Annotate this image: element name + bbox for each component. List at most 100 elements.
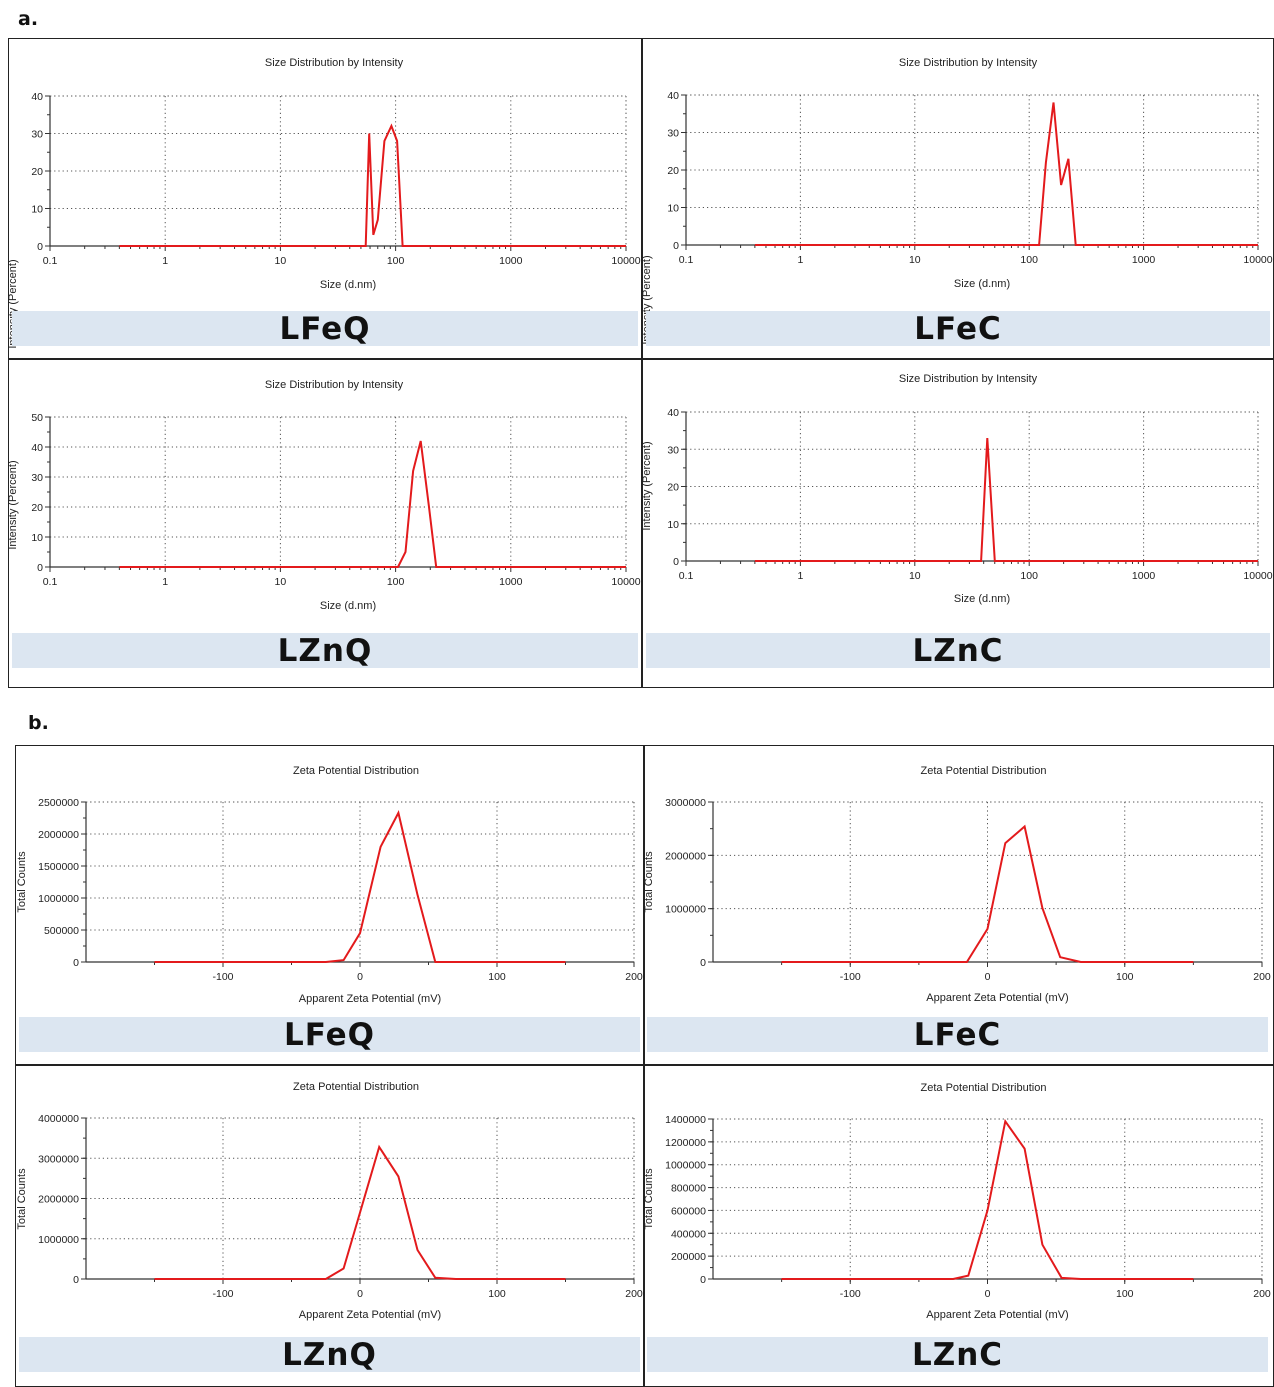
x-tick-label: 1 [162, 255, 168, 267]
x-tick-label: 0.1 [679, 570, 694, 582]
section-a-horizontal-divider [8, 358, 1274, 360]
y-tick-label: 2000000 [38, 1194, 79, 1206]
x-tick-label: 100 [387, 255, 405, 267]
x-tick-label: 10000 [1243, 254, 1272, 266]
section-a-label: a. [18, 8, 39, 30]
y-tick-label: 0 [673, 556, 679, 568]
x-axis-label: Size (d.nm) [954, 278, 1010, 290]
series-line [754, 102, 1258, 246]
x-tick-label: 200 [1253, 1288, 1271, 1300]
x-tick-label: 10000 [1243, 570, 1272, 582]
band-lznq-size: LZnQ [12, 633, 638, 669]
series-line [154, 1144, 566, 1280]
y-tick-label: 10 [31, 204, 43, 216]
section-a-vertical-divider [641, 38, 643, 688]
x-tick-label: 100 [1116, 1288, 1134, 1300]
chart-title: Size Distribution by Intensity [899, 373, 1038, 385]
x-tick-label: -100 [212, 971, 233, 983]
x-tick-label: 1 [797, 570, 803, 582]
band-label: LZnQ [282, 1337, 377, 1373]
x-tick-label: 200 [1253, 971, 1271, 983]
band-label: LZnQ [277, 633, 373, 669]
x-tick-label: 1000 [1132, 254, 1156, 266]
x-tick-label: 200 [625, 1288, 643, 1300]
x-tick-label: 1000 [1132, 570, 1156, 582]
y-tick-label: 0 [73, 1274, 79, 1286]
y-tick-label: 30 [31, 129, 43, 141]
section-b-vertical-divider [643, 745, 645, 1387]
section-b-horizontal-divider [15, 1064, 1274, 1066]
x-axis-label: Apparent Zeta Potential (mV) [299, 993, 441, 1005]
y-tick-label: 30 [31, 472, 43, 484]
chart-title: Size Distribution by Intensity [265, 379, 404, 391]
y-tick-label: 10 [31, 532, 43, 544]
y-tick-label: 3000000 [38, 1153, 79, 1165]
band-lznq-zeta: LZnQ [19, 1337, 640, 1373]
y-tick-label: 500000 [44, 925, 79, 937]
x-tick-label: -100 [840, 971, 861, 983]
x-axis-label: Apparent Zeta Potential (mV) [299, 1309, 441, 1321]
x-tick-label: 0 [985, 1288, 991, 1300]
y-tick-label: 40 [667, 90, 679, 102]
x-tick-label: 0.1 [43, 576, 58, 588]
x-tick-label: 100 [1020, 570, 1038, 582]
band-label: LFeC [914, 311, 1002, 347]
x-tick-label: 1 [162, 576, 168, 588]
x-tick-label: 0.1 [679, 254, 694, 266]
y-tick-label: 20 [667, 482, 679, 494]
x-tick-label: 10 [275, 255, 287, 267]
x-tick-label: -100 [840, 1288, 861, 1300]
band-lfec-size: LFeC [646, 311, 1270, 347]
x-axis-label: Apparent Zeta Potential (mV) [926, 992, 1068, 1004]
y-tick-label: 1000000 [38, 1234, 79, 1246]
y-tick-label: 0 [700, 957, 706, 969]
series-line [119, 440, 626, 568]
chart-title: Zeta Potential Distribution [293, 1081, 419, 1093]
y-tick-label: 0 [700, 1274, 706, 1286]
band-label: LFeQ [283, 1017, 376, 1053]
y-tick-label: 800000 [671, 1183, 706, 1195]
x-tick-label: 1000 [499, 576, 523, 588]
y-tick-label: 3000000 [665, 797, 706, 809]
y-axis-label: Total Counts [643, 851, 655, 913]
y-tick-label: 4000000 [38, 1113, 79, 1125]
x-tick-label: 1000 [499, 255, 523, 267]
x-axis-label: Size (d.nm) [320, 600, 376, 612]
y-tick-label: 1000000 [38, 893, 79, 905]
y-tick-label: 40 [31, 91, 43, 103]
y-tick-label: 1000000 [665, 904, 706, 916]
y-tick-label: 10 [667, 203, 679, 215]
chart-title: Size Distribution by Intensity [899, 57, 1038, 69]
x-tick-label: 1 [797, 254, 803, 266]
band-label: LZnC [912, 633, 1004, 669]
x-tick-label: 100 [387, 576, 405, 588]
band-label: LFeC [913, 1017, 1002, 1053]
y-axis-label: Total Counts [16, 1168, 28, 1230]
band-lfec-zeta: LFeC [647, 1017, 1268, 1053]
x-tick-label: -100 [212, 1288, 233, 1300]
y-tick-label: 10 [667, 519, 679, 531]
chart-title: Size Distribution by Intensity [265, 57, 404, 69]
chart-title: Zeta Potential Distribution [921, 1082, 1047, 1094]
x-axis-label: Size (d.nm) [954, 593, 1010, 605]
y-axis-label: Total Counts [643, 1168, 655, 1230]
y-tick-label: 20 [31, 166, 43, 178]
y-tick-label: 2000000 [38, 829, 79, 841]
x-tick-label: 0 [357, 1288, 363, 1300]
y-tick-label: 2000000 [665, 850, 706, 862]
x-axis-label: Size (d.nm) [320, 279, 376, 291]
band-label: LZnC [911, 1337, 1004, 1373]
y-tick-label: 30 [667, 128, 679, 140]
y-tick-label: 200000 [671, 1251, 706, 1263]
y-tick-label: 40 [667, 407, 679, 419]
chart-title: Zeta Potential Distribution [921, 765, 1047, 777]
y-tick-label: 600000 [671, 1205, 706, 1217]
y-tick-label: 40 [31, 442, 43, 454]
